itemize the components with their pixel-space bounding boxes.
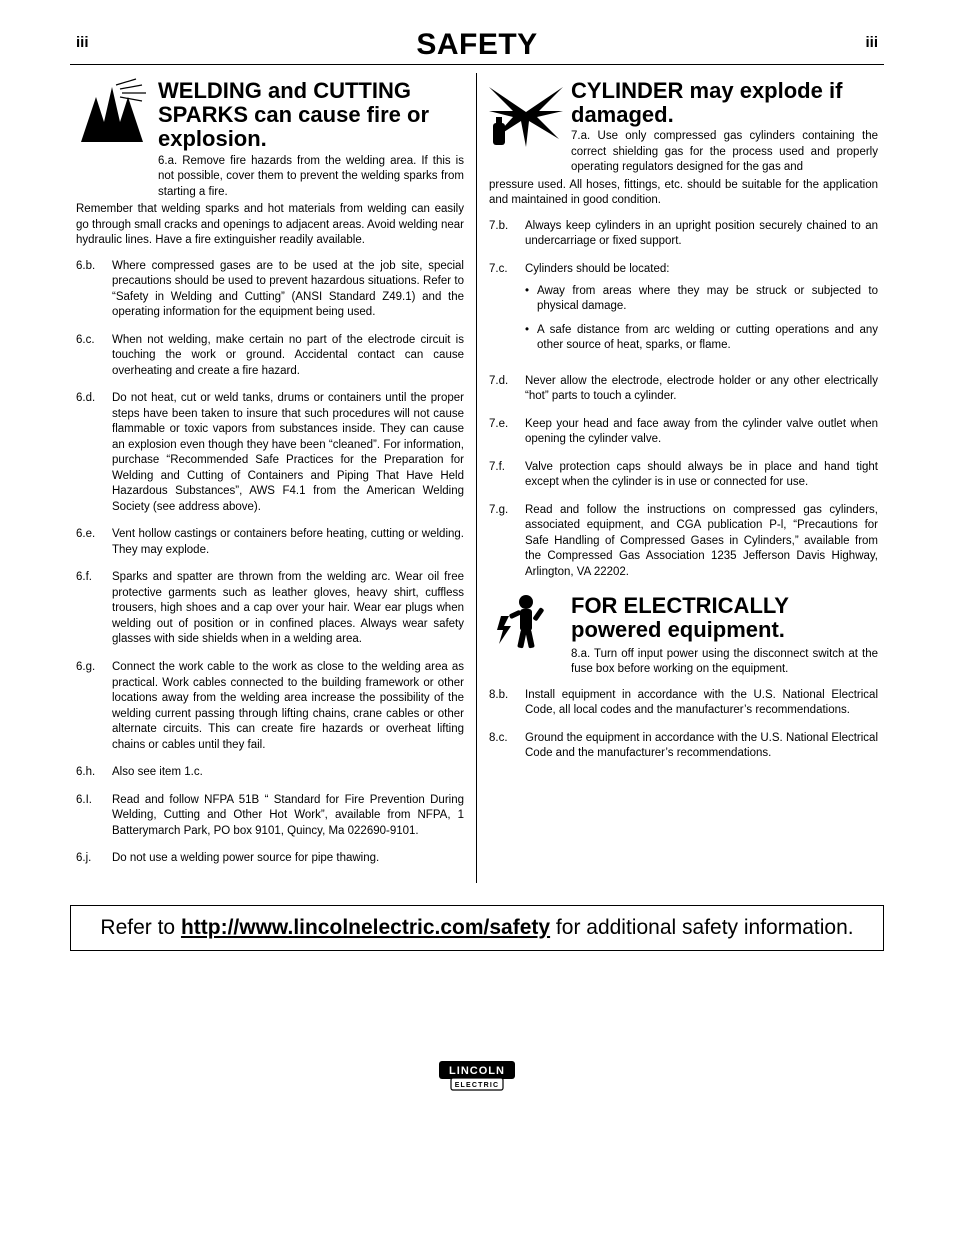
safety-link[interactable]: http://www.lincolnelectric.com/safety	[181, 916, 550, 939]
sparks-icon	[76, 77, 150, 147]
item-6a-lead: Remove fire hazards from the welding are…	[158, 155, 464, 198]
logo-sub: ELECTRIC	[455, 1082, 500, 1089]
item-text: Always keep cylinders in an upright posi…	[525, 219, 878, 250]
item-8a-lead: Turn off input power using the disconnec…	[571, 648, 878, 676]
list-item: 6.d.Do not heat, cut or weld tanks, drum…	[76, 391, 464, 515]
page-title: SAFETY	[70, 28, 884, 62]
item-text: Do not use a welding power source for pi…	[112, 851, 464, 867]
item-number: 7.e.	[489, 417, 519, 448]
item-text: Also see item 1.c.	[112, 765, 464, 781]
safety-page: iii SAFETY iii	[0, 0, 954, 1126]
item-number: 6.j.	[76, 851, 106, 867]
list-item: 6.h. Also see item 1.c.	[76, 765, 464, 781]
item-number: 6.h.	[76, 765, 106, 781]
list-item: 6.c.When not welding, make certain no pa…	[76, 333, 464, 380]
item-number: 6.c.	[76, 333, 106, 380]
item-7a-number: 7.a.	[571, 130, 590, 142]
list-item: 8.b.Install equipment in accordance with…	[489, 688, 878, 719]
cylinder-explode-icon	[489, 77, 563, 147]
item-text: Sparks and spatter are thrown from the w…	[112, 570, 464, 648]
item-7a-lead: Use only compressed gas cylinders contai…	[571, 130, 878, 173]
list-item: 6.I.Read and follow NFPA 51B “ Standard …	[76, 793, 464, 840]
item-7a-continuation: pressure used. All hoses, fittings, etc.…	[489, 178, 878, 209]
item-number: 7.f.	[489, 460, 519, 491]
sub-bullet: •Away from areas where they may be struc…	[525, 284, 878, 315]
item-text: Vent hollow castings or containers befor…	[112, 527, 464, 558]
page-number-left: iii	[76, 34, 89, 51]
sparks-title: WELDING and CUTTING SPARKS can cause fir…	[158, 79, 464, 152]
item-number: 7.c.	[489, 262, 519, 362]
item-number: 6.e.	[76, 527, 106, 558]
content-columns: WELDING and CUTTING SPARKS can cause fir…	[70, 73, 884, 883]
item-number: 6.g.	[76, 660, 106, 753]
item-number: 7.d.	[489, 374, 519, 405]
item-number: 6.b.	[76, 259, 106, 321]
list-item: 6.e.Vent hollow castings or containers b…	[76, 527, 464, 558]
item-number: 6.d.	[76, 391, 106, 515]
list-item: 7.b.Always keep cylinders in an upright …	[489, 219, 878, 250]
footer-logo: LINCOLN ELECTRIC	[70, 1061, 884, 1096]
item-text: Install equipment in accordance with the…	[525, 688, 878, 719]
item-text: Never allow the electrode, electrode hol…	[525, 374, 878, 405]
electrical-icon	[489, 592, 563, 662]
item-number: 8.b.	[489, 688, 519, 719]
sub-bullet: •A safe distance from arc welding or cut…	[525, 323, 878, 354]
list-item: 7.d.Never allow the electrode, electrode…	[489, 374, 878, 405]
right-column: CYLINDER may explode if damaged. 7.a. Us…	[477, 73, 884, 883]
cylinder-section-head: CYLINDER may explode if damaged. 7.a. Us…	[489, 77, 878, 176]
item-6a-number: 6.a.	[158, 155, 177, 167]
item-text: Ground the equipment in accordance with …	[525, 731, 878, 762]
list-item: 6.b.Where compressed gases are to be use…	[76, 259, 464, 321]
refer-pre: Refer to	[100, 916, 181, 939]
list-item: 6.g.Connect the work cable to the work a…	[76, 660, 464, 753]
list-item: 7.f.Valve protection caps should always …	[489, 460, 878, 491]
list-item: 7.c.Cylinders should be located:•Away fr…	[489, 262, 878, 362]
refer-post: for additional safety information.	[550, 916, 854, 939]
item-number: 6.I.	[76, 793, 106, 840]
page-header: iii SAFETY iii	[70, 28, 884, 65]
item-text: When not welding, make certain no part o…	[112, 333, 464, 380]
electrical-section-head: FOR ELECTRICALLY powered equipment. 8.a.…	[489, 592, 878, 677]
list-item: 6.f.Sparks and spatter are thrown from t…	[76, 570, 464, 648]
item-text: Read and follow NFPA 51B “ Standard for …	[112, 793, 464, 840]
left-column: WELDING and CUTTING SPARKS can cause fir…	[70, 73, 477, 883]
item-text: Do not heat, cut or weld tanks, drums or…	[112, 391, 464, 515]
refer-box: Refer to http://www.lincolnelectric.com/…	[70, 905, 884, 951]
item-6a-continuation: Remember that welding sparks and hot mat…	[76, 202, 464, 249]
item-number: 7.g.	[489, 503, 519, 581]
page-number-right: iii	[865, 34, 878, 51]
item-text: Connect the work cable to the work as cl…	[112, 660, 464, 753]
electrical-title: FOR ELECTRICALLY powered equipment.	[571, 594, 878, 642]
list-item: 6.j. Do not use a welding power source fo…	[76, 851, 464, 867]
item-text: Where compressed gases are to be used at…	[112, 259, 464, 321]
list-item: 8.c.Ground the equipment in accordance w…	[489, 731, 878, 762]
logo-brand: LINCOLN	[449, 1065, 505, 1077]
list-item: 7.e.Keep your head and face away from th…	[489, 417, 878, 448]
item-text: Valve protection caps should always be i…	[525, 460, 878, 491]
item-text: Cylinders should be located:•Away from a…	[525, 262, 878, 362]
sparks-section-head: WELDING and CUTTING SPARKS can cause fir…	[76, 77, 464, 200]
item-8a-number: 8.a.	[571, 648, 590, 660]
item-number: 7.b.	[489, 219, 519, 250]
item-text: Read and follow the instructions on comp…	[525, 503, 878, 581]
item-number: 8.c.	[489, 731, 519, 762]
item-number: 6.f.	[76, 570, 106, 648]
list-item: 7.g.Read and follow the instructions on …	[489, 503, 878, 581]
item-text: Keep your head and face away from the cy…	[525, 417, 878, 448]
cylinder-title: CYLINDER may explode if damaged.	[571, 79, 878, 127]
